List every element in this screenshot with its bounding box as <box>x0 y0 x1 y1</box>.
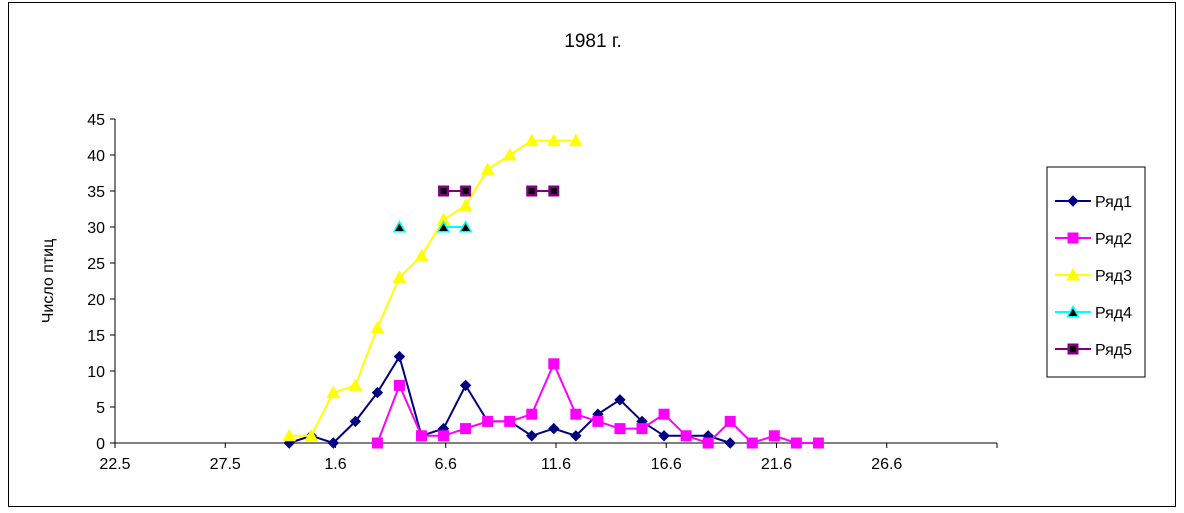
series-2-point <box>482 415 494 427</box>
series-3-point <box>524 133 539 147</box>
series-3-point <box>348 378 363 391</box>
y-tick-label: 5 <box>96 400 105 417</box>
series-1-point <box>548 422 560 435</box>
x-tick-label: 6.6 <box>435 456 457 473</box>
series-2-point <box>504 415 516 427</box>
series-2-point <box>614 423 626 435</box>
x-tick-label: 27.5 <box>210 456 241 473</box>
series-1-point <box>658 430 670 442</box>
legend-label-4: Ряд4 <box>1095 305 1132 322</box>
series-1-point <box>459 379 472 392</box>
legend-label-2: Ряд2 <box>1095 231 1132 248</box>
y-tick-label: 40 <box>87 148 105 165</box>
x-tick-label: 11.6 <box>541 456 571 473</box>
legend-marker-5-inner <box>1070 346 1076 352</box>
series-3-point <box>546 133 561 147</box>
x-tick-label: 21.6 <box>761 456 792 473</box>
series-2-point <box>658 408 670 420</box>
series-5-point-inner <box>550 188 557 194</box>
series-3-point <box>282 428 297 442</box>
series-1-point <box>349 415 362 428</box>
y-tick-label: 0 <box>96 436 105 453</box>
series-2-point <box>415 430 427 442</box>
y-tick-label: 15 <box>87 328 105 345</box>
series-2-point <box>592 415 604 427</box>
series-2-point <box>570 408 582 420</box>
series-1-point <box>614 394 626 406</box>
series-2-point <box>702 437 714 449</box>
series-2-point <box>460 423 472 435</box>
x-tick-label: 16.6 <box>651 456 682 473</box>
chart-area: 1981 г. 0 5 10 15 20 25 30 35 40 45 22.5 27.5 1.6 6.6 1… <box>8 2 1176 507</box>
y-tick-label: 10 <box>87 364 105 381</box>
series-2-point <box>371 437 383 449</box>
legend-label-5: Ряд5 <box>1095 342 1132 359</box>
series-5-point-inner <box>440 188 447 194</box>
series-2-point <box>724 415 736 427</box>
series-1-point <box>327 437 340 449</box>
series-3-point <box>392 270 407 283</box>
series-1-point <box>724 437 736 449</box>
series-1-point <box>526 430 538 442</box>
y-tick-label: 20 <box>87 292 105 309</box>
series-2-point <box>812 437 824 449</box>
legend-marker-3 <box>1066 267 1080 281</box>
legend-marker-1 <box>1067 195 1079 207</box>
chart-title: 1981 г. <box>564 31 621 52</box>
series-1-point <box>371 386 384 399</box>
series-3-point <box>458 198 473 211</box>
x-tick-label: 1.6 <box>324 456 346 473</box>
series-2-point <box>636 423 648 435</box>
series-3-point <box>569 133 583 147</box>
y-axis-label: Число птиц <box>40 239 57 324</box>
series-2-point <box>768 430 780 442</box>
series-4-point-inner <box>439 223 448 231</box>
series-2-point <box>548 358 560 370</box>
series-2-point <box>438 430 450 442</box>
series-2-point <box>680 430 692 442</box>
legend-label-1: Ряд1 <box>1095 194 1132 211</box>
series-2-point <box>746 437 758 449</box>
series-5-point-inner <box>528 188 535 194</box>
series-4-point-inner <box>461 223 470 231</box>
series-2-point <box>526 408 538 420</box>
x-tick-label: 22.5 <box>99 456 130 473</box>
y-tick-label: 35 <box>87 184 105 201</box>
series-1-point <box>570 430 582 442</box>
legend-marker-4-inner <box>1068 308 1078 316</box>
legend-marker-2 <box>1067 232 1079 244</box>
series-3-point <box>326 385 341 399</box>
series-3-point <box>480 162 495 175</box>
legend-label-3: Ряд3 <box>1095 268 1132 285</box>
series-3-point <box>370 320 385 334</box>
y-tick-label: 25 <box>87 256 105 273</box>
series-2-point <box>790 437 802 449</box>
line-chart: 1981 г. 0 5 10 15 20 25 30 35 40 45 22.5 27.5 1.6 6.6 1… <box>40 31 1146 473</box>
series-3-point <box>502 147 517 161</box>
series-3-point <box>414 248 429 262</box>
y-tick-label: 45 <box>87 112 105 129</box>
series-2-point <box>393 379 405 391</box>
x-tick-label: 26.6 <box>871 456 902 473</box>
series-5-point-inner <box>462 188 469 194</box>
series-3-point <box>304 428 319 442</box>
series-4-point-inner <box>395 223 404 231</box>
y-tick-label: 30 <box>87 220 105 237</box>
series-1-point <box>393 350 406 363</box>
series-1-line <box>288 354 731 445</box>
